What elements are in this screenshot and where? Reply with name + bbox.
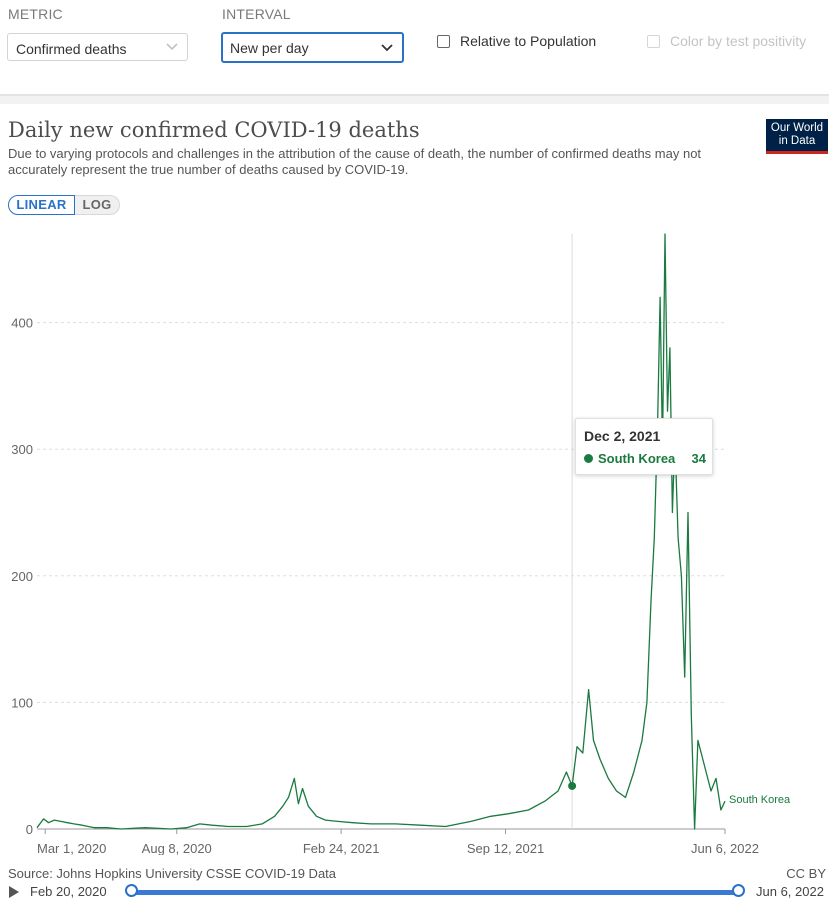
hover-point <box>568 781 577 790</box>
logo-accent-bar <box>766 151 828 154</box>
y-axis-ticks: 0 100 200 300 400 <box>11 316 33 837</box>
chevron-down-icon <box>166 43 178 51</box>
tooltip-country: South Korea <box>598 451 676 466</box>
positivity-label: Color by test positivity <box>670 33 807 49</box>
interval-label: INTERVAL <box>222 6 291 22</box>
play-icon[interactable] <box>9 886 19 898</box>
series-end-label: South Korea <box>729 794 791 806</box>
timeline-start-label: Feb 20, 2020 <box>30 884 107 899</box>
series-dot-icon <box>584 454 593 463</box>
log-scale-button[interactable]: LOG <box>75 195 120 215</box>
owid-logo[interactable]: Our World in Data <box>766 119 828 154</box>
y-tick-label: 400 <box>11 316 33 331</box>
y-tick-label: 200 <box>11 569 33 584</box>
relative-to-population-checkbox[interactable]: Relative to Population <box>437 33 596 49</box>
x-tick-label: Feb 24, 2021 <box>303 841 380 855</box>
tooltip-row: South Korea 34 <box>584 451 706 466</box>
controls-bar: METRIC Confirmed deaths INTERVAL New per… <box>0 0 829 96</box>
logo-line-2: in Data <box>778 135 816 147</box>
line-chart[interactable]: 0 100 200 300 400 Mar 1, 2020 Aug 8, 2020 Feb … <box>0 225 829 855</box>
series-line-south-korea <box>36 233 726 830</box>
license-link[interactable]: CC BY <box>786 866 826 881</box>
relative-label: Relative to Population <box>460 33 597 49</box>
x-tick-label: Jun 6, 2022 <box>691 841 759 855</box>
tooltip-value: 34 <box>691 451 706 466</box>
x-tick-label: Mar 1, 2020 <box>37 841 106 855</box>
linear-scale-button[interactable]: LINEAR <box>8 195 75 215</box>
series-layer: South Korea <box>36 233 791 830</box>
divider <box>0 96 829 104</box>
metric-label: METRIC <box>8 6 63 22</box>
interval-select[interactable]: New per day <box>221 32 404 63</box>
timeline-track[interactable] <box>131 890 738 895</box>
metric-select-value: Confirmed deaths <box>16 41 127 57</box>
chart-subtitle: Due to varying protocols and challenges … <box>8 146 702 177</box>
timeline-end-handle[interactable] <box>732 884 745 897</box>
x-tick-label: Sep 12, 2021 <box>467 841 544 855</box>
metric-select[interactable]: Confirmed deaths <box>7 33 188 61</box>
y-tick-label: 300 <box>11 442 33 457</box>
x-axis-ticks: Mar 1, 2020 Aug 8, 2020 Feb 24, 2021 Sep 12… <box>37 829 759 855</box>
checkbox-box <box>647 34 660 48</box>
timeline-start-handle[interactable] <box>125 884 138 897</box>
tooltip: Dec 2, 2021 South Korea 34 <box>575 418 713 475</box>
chevron-down-icon <box>381 44 393 52</box>
interval-select-value: New per day <box>230 40 309 56</box>
y-tick-label: 0 <box>26 822 33 837</box>
x-tick-label: Aug 8, 2020 <box>142 841 212 855</box>
timeline-end-label: Jun 6, 2022 <box>756 884 824 899</box>
checkbox-box[interactable] <box>437 34 450 48</box>
source-note: Source: Johns Hopkins University CSSE CO… <box>8 866 337 881</box>
logo-line-1: Our World <box>770 122 824 134</box>
chart-title: Daily new confirmed COVID-19 deaths <box>8 118 420 142</box>
gridlines <box>37 322 725 830</box>
y-tick-label: 100 <box>11 695 33 710</box>
color-by-positivity-checkbox: Color by test positivity <box>647 33 806 49</box>
tooltip-date: Dec 2, 2021 <box>584 428 661 444</box>
